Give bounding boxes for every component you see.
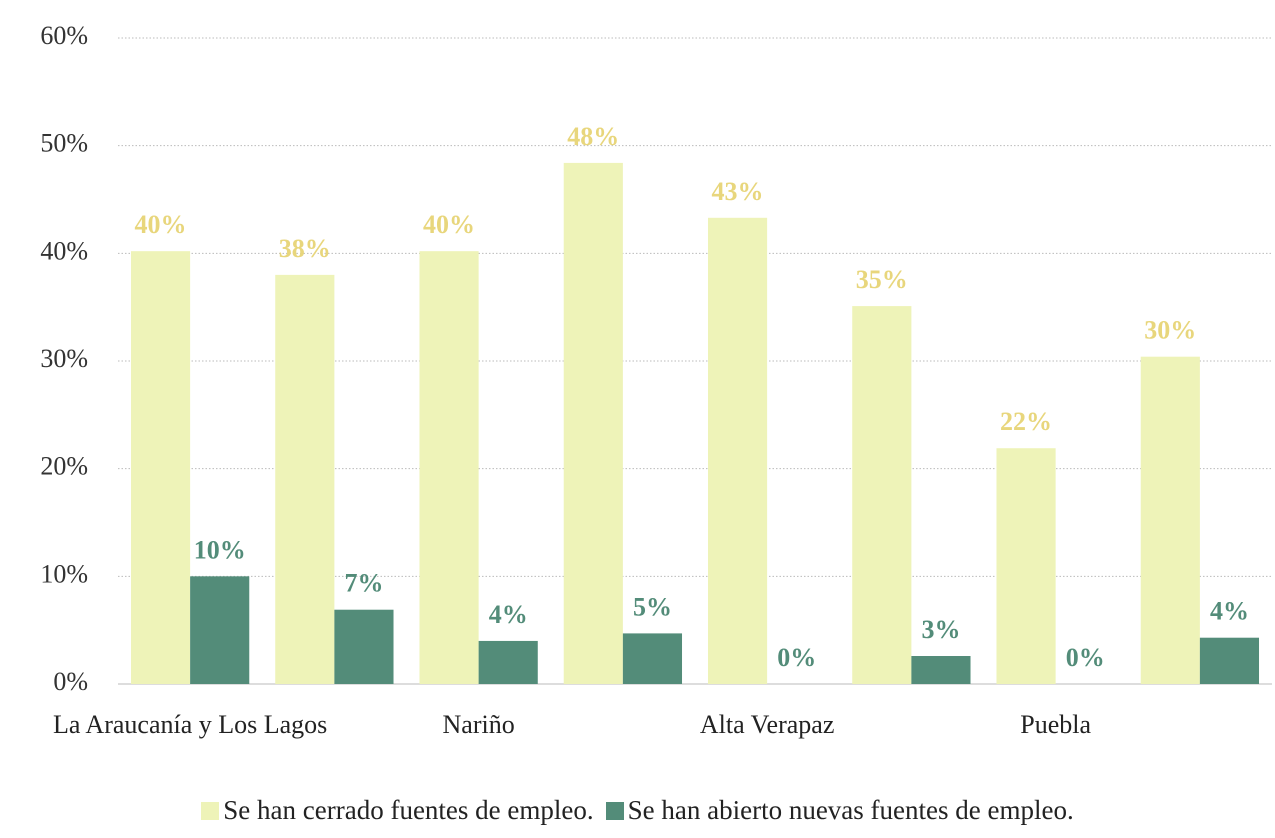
data-label: 35% xyxy=(856,265,908,294)
bar xyxy=(275,274,335,684)
bar xyxy=(707,217,768,684)
data-label: 10% xyxy=(194,535,246,564)
bar xyxy=(852,306,912,684)
bar xyxy=(996,448,1056,684)
data-label: 43% xyxy=(712,177,764,206)
data-label: 38% xyxy=(279,234,331,263)
data-label: 30% xyxy=(1144,316,1196,345)
y-tick-label: 40% xyxy=(40,236,88,265)
legend-swatch xyxy=(201,802,220,820)
legend-swatch xyxy=(605,802,624,820)
data-label: 0% xyxy=(1066,643,1105,672)
legend-label: Se han abierto nuevas fuentes de empleo. xyxy=(627,795,1074,825)
bar xyxy=(622,633,683,684)
y-tick-label: 50% xyxy=(40,129,88,158)
data-label: 0% xyxy=(777,643,816,672)
data-label: 3% xyxy=(921,615,960,644)
x-tick-label: Puebla xyxy=(1020,710,1091,739)
bar xyxy=(334,609,394,684)
data-label: 7% xyxy=(344,569,383,598)
y-tick-label: 30% xyxy=(40,344,88,373)
bar xyxy=(130,251,191,684)
data-label: 22% xyxy=(1000,407,1052,436)
bar xyxy=(478,640,538,684)
data-label: 4% xyxy=(489,600,528,629)
x-tick-label: Alta Verapaz xyxy=(699,710,835,739)
y-tick-label: 60% xyxy=(40,21,88,50)
bar xyxy=(1199,637,1260,684)
bar xyxy=(190,576,250,684)
bar xyxy=(911,656,971,684)
legend-label: Se han cerrado fuentes de empleo. xyxy=(223,795,594,825)
y-tick-label: 10% xyxy=(40,559,88,588)
data-label: 40% xyxy=(423,210,475,239)
bar xyxy=(1140,356,1200,684)
bar xyxy=(419,251,479,684)
data-label: 5% xyxy=(633,592,672,621)
x-tick-label: La Araucanía y Los Lagos xyxy=(52,710,328,739)
data-label: 48% xyxy=(567,122,619,151)
legend-item: Se han abierto nuevas fuentes de empleo. xyxy=(605,795,1074,826)
y-tick-label: 0% xyxy=(53,667,88,696)
legend: Se han cerrado fuentes de empleo. Se han … xyxy=(0,795,1275,826)
data-label: 40% xyxy=(135,210,187,239)
y-tick-label: 20% xyxy=(40,452,88,481)
x-tick-label: Nariño xyxy=(442,710,515,739)
bar xyxy=(563,162,623,685)
data-label: 4% xyxy=(1210,597,1249,626)
legend-item: Se han cerrado fuentes de empleo. xyxy=(201,795,594,826)
